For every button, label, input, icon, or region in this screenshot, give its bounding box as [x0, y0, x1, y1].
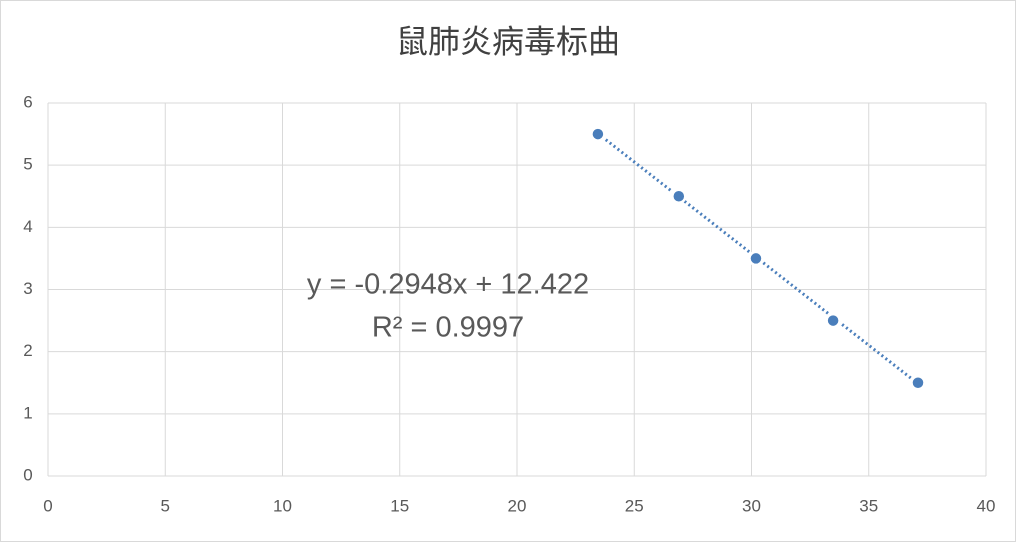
y-tick-label: 3 — [23, 279, 32, 298]
point — [910, 375, 926, 391]
x-tick-label: 40 — [977, 496, 996, 515]
point — [590, 126, 606, 142]
x-tick-label: 25 — [625, 496, 644, 515]
y-tick-label: 0 — [23, 465, 32, 484]
chart-title: 鼠肺炎病毒标曲 — [396, 23, 620, 59]
x-tick-label: 10 — [273, 496, 292, 515]
x-tick-label: 35 — [859, 496, 878, 515]
y-tick-label: 4 — [23, 217, 32, 236]
y-tick-label: 2 — [23, 341, 32, 360]
x-tick-label: 30 — [742, 496, 761, 515]
x-tick-label: 5 — [161, 496, 170, 515]
point — [748, 250, 764, 267]
y-tick-label: 1 — [23, 403, 32, 422]
point — [825, 312, 841, 329]
point — [671, 188, 687, 204]
x-tick-label: 0 — [43, 496, 52, 515]
y-tick-label: 5 — [23, 155, 32, 174]
trendline-equation: y = -0.2948x + 12.422 — [307, 269, 589, 301]
y-tick-label: 6 — [23, 92, 32, 111]
trendline-r-squared: R² = 0.9997 — [372, 312, 524, 344]
x-tick-label: 20 — [508, 496, 527, 515]
x-tick-label: 15 — [390, 496, 409, 515]
